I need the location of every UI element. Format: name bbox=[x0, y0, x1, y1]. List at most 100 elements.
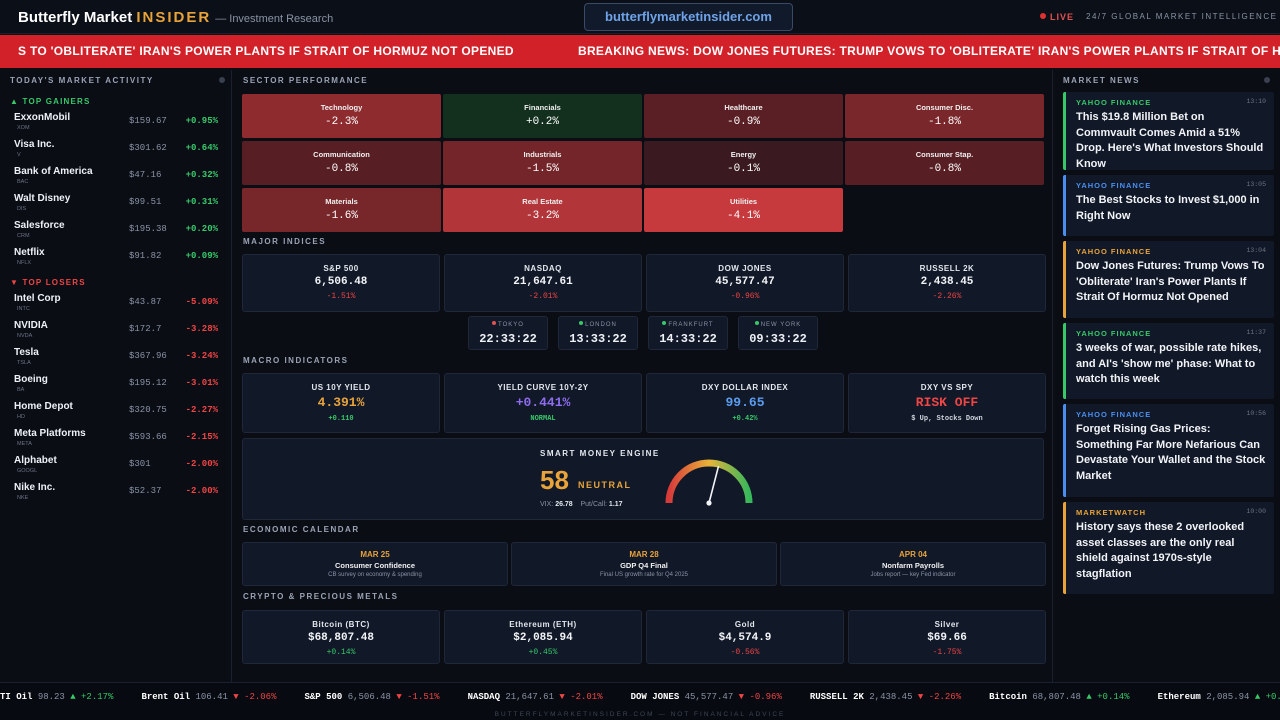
macro-name: DXY VS SPY bbox=[920, 383, 974, 392]
news-item[interactable]: YAHOO FINANCE 11:37 3 weeks of war, possib… bbox=[1063, 323, 1274, 399]
stock-name: Visa Inc. bbox=[14, 139, 55, 150]
stock-ticker: NFLX bbox=[17, 260, 32, 266]
sector-value: -0.8% bbox=[324, 163, 358, 175]
asset-card[interactable]: Bitcoin (BTC) $68,807.48 +0.14% bbox=[242, 610, 440, 664]
news-item[interactable]: YAHOO FINANCE 10:56 Forget Rising Gas Pric… bbox=[1063, 404, 1274, 497]
news-source: YAHOO FINANCE bbox=[1076, 181, 1152, 190]
logo-subtitle: — Investment Research bbox=[215, 13, 334, 25]
asset-card[interactable]: Ethereum (ETH) $2,085.94 +0.45% bbox=[444, 610, 642, 664]
news-item[interactable]: YAHOO FINANCE 13:10 This $19.8 Million Bet… bbox=[1063, 92, 1274, 170]
stock-change: -2.15% bbox=[185, 432, 218, 442]
market-clock: TOKYO 22:33:22 bbox=[468, 316, 548, 350]
ticker-price: 98.23 bbox=[37, 692, 65, 702]
stock-change: -2.00% bbox=[185, 459, 218, 469]
sector-tile[interactable]: Healthcare -0.9% bbox=[644, 94, 843, 138]
price-ticker[interactable]: TI Oil 98.23 ▲ +2.17% Brent Oil 106.41 ▼ … bbox=[0, 692, 1280, 702]
sector-tile[interactable]: Technology -2.3% bbox=[242, 94, 441, 138]
calendar-event[interactable]: MAR 28 GDP Q4 Final Final US growth rate f… bbox=[511, 542, 777, 586]
sector-tile[interactable]: Energy -0.1% bbox=[644, 141, 843, 185]
sector-name: Energy bbox=[730, 150, 757, 159]
macro-card[interactable]: DXY VS SPY RISK OFF $ Up, Stocks Down bbox=[848, 373, 1046, 433]
news-time: 11:37 bbox=[1246, 329, 1266, 336]
sector-tile[interactable]: Financials +0.2% bbox=[443, 94, 642, 138]
sector-name: Technology bbox=[320, 103, 363, 112]
index-card[interactable]: DOW JONES 45,577.47 -0.96% bbox=[646, 254, 844, 312]
clock-time: 09:33:22 bbox=[749, 332, 807, 346]
index-card[interactable]: NASDAQ 21,647.61 -2.01% bbox=[444, 254, 642, 312]
ticker-symbol: TI Oil bbox=[0, 692, 33, 702]
ticker-item[interactable]: DOW JONES 45,577.47 ▼ -0.96% bbox=[631, 692, 782, 702]
top-header: Butterfly Market INSIDER — Investment Res… bbox=[0, 0, 1280, 34]
stock-row[interactable]: Meta Platforms META $593.66 -2.15% bbox=[14, 428, 220, 454]
index-card[interactable]: RUSSELL 2K 2,438.45 -2.26% bbox=[848, 254, 1046, 312]
asset-card[interactable]: Gold $4,574.9 -0.56% bbox=[646, 610, 844, 664]
stock-name: Walt Disney bbox=[14, 193, 71, 204]
stock-row[interactable]: Walt Disney DIS $99.51 +0.31% bbox=[14, 193, 220, 219]
sector-tile[interactable]: Consumer Stap. -0.8% bbox=[845, 141, 1044, 185]
ticker-item[interactable]: S&P 500 6,506.48 ▼ -1.51% bbox=[305, 692, 440, 702]
bottom-ticker-bar: TI Oil 98.23 ▲ +2.17% Brent Oil 106.41 ▼ … bbox=[0, 682, 1280, 720]
ticker-item[interactable]: NASDAQ 21,647.61 ▼ -2.01% bbox=[468, 692, 603, 702]
sector-tile[interactable]: Communication -0.8% bbox=[242, 141, 441, 185]
stock-row[interactable]: Alphabet GOOGL $301 -2.00% bbox=[14, 455, 220, 481]
sector-value: +0.2% bbox=[525, 116, 559, 128]
breaking-news-text-left: S TO 'OBLITERATE' IRAN'S POWER PLANTS IF… bbox=[18, 44, 514, 58]
sector-tile[interactable]: Real Estate -3.2% bbox=[443, 188, 642, 232]
sector-value: -0.8% bbox=[927, 163, 961, 175]
sector-tile[interactable]: Industrials -1.5% bbox=[443, 141, 642, 185]
news-time: 13:10 bbox=[1246, 98, 1266, 105]
macro-sub: +0.42% bbox=[732, 415, 758, 423]
ticker-item[interactable]: TI Oil 98.23 ▲ +2.17% bbox=[0, 692, 113, 702]
index-card[interactable]: S&P 500 6,506.48 -1.51% bbox=[242, 254, 440, 312]
stock-row[interactable]: Tesla TSLA $367.96 -3.24% bbox=[14, 347, 220, 373]
ticker-item[interactable]: Bitcoin 68,807.48 ▲ +0.14% bbox=[989, 692, 1129, 702]
macro-card[interactable]: US 10Y YIELD 4.391% +0.110 bbox=[242, 373, 440, 433]
news-item[interactable]: YAHOO FINANCE 13:05 The Best Stocks to Inv… bbox=[1063, 175, 1274, 236]
stock-name: Intel Corp bbox=[14, 293, 61, 304]
sector-name: Communication bbox=[313, 150, 370, 159]
breaking-news-banner[interactable]: S TO 'OBLITERATE' IRAN'S POWER PLANTS IF… bbox=[0, 35, 1280, 68]
sector-tile[interactable]: Utilities -4.1% bbox=[644, 188, 843, 232]
sector-tile[interactable]: Materials -1.6% bbox=[242, 188, 441, 232]
asset-card[interactable]: Silver $69.66 -1.75% bbox=[848, 610, 1046, 664]
sector-value: -0.9% bbox=[726, 116, 760, 128]
brand-logo[interactable]: Butterfly Market INSIDER — Investment Res… bbox=[18, 9, 333, 26]
stock-row[interactable]: Home Depot HD $320.75 -2.27% bbox=[14, 401, 220, 427]
vix-readout: VIX: 26.78 Put/Call: 1.17 bbox=[540, 501, 623, 508]
stock-row[interactable]: Bank of America BAC $47.16 +0.32% bbox=[14, 166, 220, 192]
news-item[interactable]: YAHOO FINANCE 13:04 Dow Jones Futures: Tru… bbox=[1063, 241, 1274, 318]
stock-row[interactable]: Nike Inc. NKE $52.37 -2.00% bbox=[14, 482, 220, 508]
asset-change: -1.75% bbox=[932, 648, 962, 657]
stock-row[interactable]: Visa Inc. V $301.62 +0.64% bbox=[14, 139, 220, 165]
stock-change: +0.95% bbox=[185, 116, 218, 126]
smart-money-score: 58 bbox=[540, 465, 569, 495]
domain-badge[interactable]: butterflymarketinsider.com bbox=[584, 3, 793, 31]
macro-value: 4.391% bbox=[317, 395, 365, 410]
stock-row[interactable]: Netflix NFLX $91.82 +0.09% bbox=[14, 247, 220, 273]
calendar-event[interactable]: MAR 25 Consumer Confidence CB survey on ec… bbox=[242, 542, 508, 586]
stock-row[interactable]: NVIDIA NVDA $172.7 -3.28% bbox=[14, 320, 220, 346]
macro-card[interactable]: DXY DOLLAR INDEX 99.65 +0.42% bbox=[646, 373, 844, 433]
stock-row[interactable]: Intel Corp INTC $43.87 -5.09% bbox=[14, 293, 220, 319]
calendar-event[interactable]: APR 04 Nonfarm Payrolls Jobs report — key … bbox=[780, 542, 1046, 586]
index-change: -2.26% bbox=[932, 292, 962, 301]
index-name: S&P 500 bbox=[323, 264, 359, 273]
ticker-change: ▼ -2.26% bbox=[917, 692, 962, 702]
stock-row[interactable]: Salesforce CRM $195.38 +0.20% bbox=[14, 220, 220, 246]
ticker-item[interactable]: Ethereum 2,085.94 ▲ +0.45% bbox=[1158, 692, 1280, 702]
gauge-needle bbox=[708, 466, 720, 504]
ticker-item[interactable]: RUSSELL 2K 2,438.45 ▼ -2.26% bbox=[810, 692, 961, 702]
ticker-price: 6,506.48 bbox=[347, 692, 391, 702]
ticker-change: ▼ -0.96% bbox=[738, 692, 782, 702]
stock-row[interactable]: ExxonMobil XOM $159.67 +0.95% bbox=[14, 112, 220, 138]
sector-value: -0.1% bbox=[726, 163, 760, 175]
ticker-item[interactable]: Brent Oil 106.41 ▼ -2.06% bbox=[141, 692, 276, 702]
macro-card[interactable]: YIELD CURVE 10Y-2Y +0.441% NORMAL bbox=[444, 373, 642, 433]
ticker-symbol: S&P 500 bbox=[304, 692, 343, 702]
news-time: 13:05 bbox=[1246, 181, 1266, 188]
news-item[interactable]: MARKETWATCH 10:00 History says these 2 ove… bbox=[1063, 502, 1274, 594]
stock-row[interactable]: Boeing BA $195.12 -3.01% bbox=[14, 374, 220, 400]
sector-tile[interactable]: Consumer Disc. -1.8% bbox=[845, 94, 1044, 138]
stock-change: -2.00% bbox=[185, 486, 218, 496]
clock-time: 22:33:22 bbox=[479, 332, 537, 346]
